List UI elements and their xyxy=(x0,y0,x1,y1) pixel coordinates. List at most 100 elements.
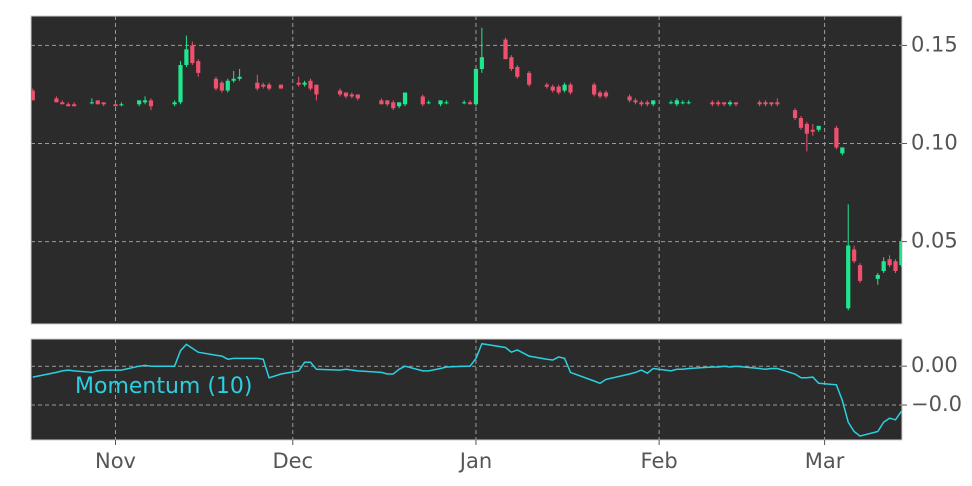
candle-body xyxy=(816,125,821,130)
candle-body xyxy=(680,102,685,104)
candle-body xyxy=(225,80,230,91)
candle-body xyxy=(603,92,609,97)
price-panel xyxy=(30,15,903,325)
candle-body xyxy=(196,61,201,73)
candle-body xyxy=(89,102,94,104)
candle-body xyxy=(852,249,857,262)
candle-body xyxy=(462,102,467,104)
candle-body xyxy=(503,39,508,60)
candle-body xyxy=(379,100,384,105)
candle-body xyxy=(651,100,656,105)
candle-body xyxy=(172,102,177,105)
candle-body xyxy=(184,49,189,66)
candle-body xyxy=(142,100,148,103)
candle-body xyxy=(479,57,484,69)
x-tick-label: Jan xyxy=(458,449,492,473)
momentum-label: Momentum (10) xyxy=(75,374,253,399)
candle-body xyxy=(550,86,555,91)
candle-body xyxy=(31,90,35,101)
candle-body xyxy=(875,274,880,279)
candle-body xyxy=(60,102,65,105)
candle-body xyxy=(556,86,561,93)
candle-body xyxy=(385,100,390,105)
candle-body xyxy=(467,102,473,105)
candle-body xyxy=(733,102,739,105)
candle-body xyxy=(308,80,313,89)
candle-body xyxy=(148,100,154,107)
candle-body xyxy=(840,147,845,154)
candle-body xyxy=(527,72,532,85)
candle-body xyxy=(101,102,106,105)
candle-body xyxy=(337,90,343,95)
candle-body xyxy=(834,127,839,148)
candle-body xyxy=(763,102,768,105)
candle-body xyxy=(66,104,71,107)
candle-body xyxy=(402,92,408,105)
candle-body xyxy=(627,96,632,101)
candle-body xyxy=(119,104,124,106)
x-tick-label: Nov xyxy=(95,449,136,473)
candle-body xyxy=(302,82,307,85)
candle-body xyxy=(568,84,573,93)
candle-body xyxy=(113,104,118,107)
candle-body xyxy=(562,84,567,91)
candle-body xyxy=(592,84,597,95)
candle-body xyxy=(420,96,425,105)
candle-body xyxy=(804,123,809,134)
candle-body xyxy=(54,98,59,103)
candle-body xyxy=(544,84,549,87)
candle-body xyxy=(278,84,284,89)
x-tick-label: Mar xyxy=(805,449,845,473)
candle-body xyxy=(473,68,479,105)
candle-body xyxy=(190,45,195,64)
y2-tick-label: 0.00 xyxy=(911,353,958,377)
candles xyxy=(31,27,902,311)
candle-body xyxy=(343,92,349,97)
candle-body xyxy=(887,259,892,266)
candle-body xyxy=(597,92,603,97)
candle-body xyxy=(237,76,242,79)
candle-body xyxy=(72,104,77,107)
candle-body xyxy=(810,129,815,132)
candle-body xyxy=(633,100,638,103)
candle-body xyxy=(255,82,260,89)
candle-body xyxy=(219,82,224,91)
candle-body xyxy=(231,78,236,81)
candle-body xyxy=(757,102,762,105)
candle-body xyxy=(792,110,798,119)
candle-body xyxy=(881,261,886,272)
candle-body xyxy=(716,102,721,105)
candle-body xyxy=(846,245,851,309)
y-tick-label: 0.05 xyxy=(911,229,958,253)
candle-body xyxy=(349,94,354,97)
momentum-panel xyxy=(30,338,903,441)
y-tick-label: 0.15 xyxy=(911,32,958,56)
candle-body xyxy=(355,94,360,99)
candle-body xyxy=(314,84,319,95)
candle-body xyxy=(137,100,142,105)
x-tick-label: Feb xyxy=(641,449,678,473)
y2-tick-label: −0.0 xyxy=(911,392,962,416)
candle-body xyxy=(769,102,774,105)
candle-body xyxy=(515,67,520,77)
candle-body xyxy=(391,102,396,109)
candle-body xyxy=(95,100,100,105)
candle-body xyxy=(267,84,272,89)
candle-body xyxy=(798,118,804,128)
momentum-line xyxy=(32,342,902,437)
candle-body xyxy=(710,102,715,105)
candle-body xyxy=(213,78,219,89)
y-tick-label: 0.10 xyxy=(911,131,958,155)
candle-body xyxy=(722,102,727,105)
candle-body xyxy=(893,261,898,272)
candle-body xyxy=(509,57,514,69)
candle-body xyxy=(727,102,733,105)
candle-body xyxy=(444,102,449,104)
candle-body xyxy=(668,102,674,104)
candle-body xyxy=(775,102,780,105)
candle-body xyxy=(261,84,266,87)
candle-body xyxy=(639,102,644,105)
candle-body xyxy=(674,100,679,105)
candle-body xyxy=(438,100,443,105)
